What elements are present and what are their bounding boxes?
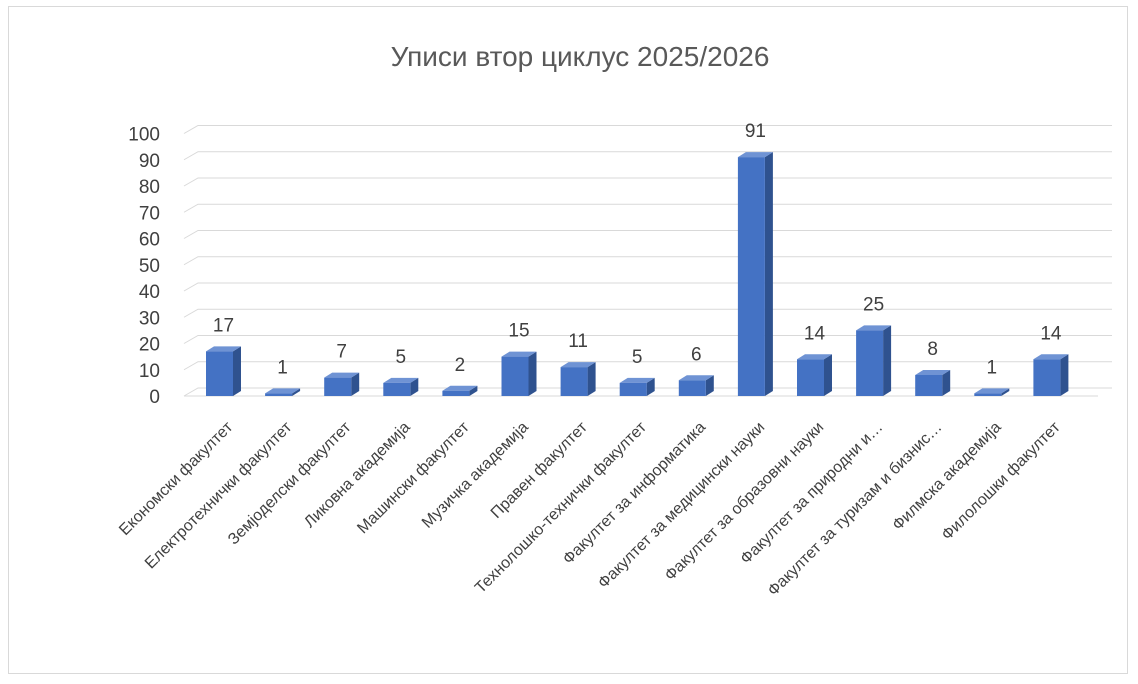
y-tick-label: 30	[139, 308, 160, 329]
gridline	[183, 230, 1112, 239]
gridline	[183, 125, 1112, 134]
data-label: 1	[987, 357, 998, 378]
y-axis-ticks: 0 10 20 30 40 50 60 70 80 90 100	[128, 125, 160, 409]
bar	[324, 372, 360, 396]
bar	[265, 388, 301, 396]
y-tick-label: 60	[139, 230, 160, 251]
data-label: 5	[396, 347, 407, 368]
gridline	[183, 335, 1112, 344]
data-label: 17	[213, 315, 234, 336]
data-label: 14	[804, 323, 826, 344]
category-label: Земјоделски факултет	[225, 418, 355, 548]
data-label: 7	[336, 342, 347, 363]
gridline	[183, 177, 1112, 187]
category-label: Правен факултет	[488, 418, 592, 522]
bar	[383, 377, 419, 396]
category-label: Музичка академија	[419, 419, 532, 532]
gridline	[183, 308, 1112, 318]
bar	[1033, 354, 1069, 396]
bars	[206, 152, 1069, 396]
category-label: Машински факултет	[354, 418, 473, 537]
y-tick-label: 0	[149, 387, 160, 408]
grid-layer	[183, 125, 1112, 397]
bar	[678, 375, 714, 396]
y-tick-label: 100	[128, 125, 160, 146]
data-label: 1	[277, 357, 288, 378]
data-label: 14	[1040, 323, 1062, 344]
gridline	[183, 256, 1112, 266]
category-label: Филмска академија	[889, 419, 1004, 534]
gridline	[183, 282, 1112, 292]
chart-frame	[8, 6, 1128, 674]
gridline	[183, 203, 1112, 213]
data-label: 2	[455, 355, 466, 376]
bar	[560, 362, 596, 396]
gridline	[183, 361, 1112, 371]
gridline	[183, 151, 1112, 161]
y-tick-label: 70	[139, 203, 160, 224]
data-label: 15	[508, 321, 529, 342]
bar	[797, 354, 832, 396]
y-tick-label: 90	[139, 151, 160, 172]
data-label: 91	[745, 121, 766, 142]
bar	[619, 377, 655, 396]
y-tick-label: 20	[139, 335, 160, 356]
data-label: 6	[691, 344, 702, 365]
bar	[974, 388, 1010, 396]
bar	[915, 370, 951, 396]
data-label: 8	[927, 339, 938, 360]
y-tick-label: 10	[139, 361, 160, 382]
bar	[856, 325, 892, 396]
y-tick-label: 40	[139, 282, 160, 303]
category-label: Економски факултет	[116, 418, 237, 539]
bar	[501, 351, 537, 396]
bar	[442, 385, 478, 396]
category-label: Ликовна академија	[301, 419, 413, 531]
y-tick-label: 50	[139, 256, 160, 277]
chart-title: Уписи втор циклус 2025/2026	[391, 41, 770, 72]
bar	[737, 152, 773, 396]
data-label: 25	[863, 294, 884, 315]
data-label: 5	[632, 347, 643, 368]
y-tick-label: 80	[139, 177, 160, 198]
bar	[206, 346, 241, 396]
category-label: Филолошки факултет	[939, 418, 1065, 544]
data-label: 11	[568, 331, 588, 352]
